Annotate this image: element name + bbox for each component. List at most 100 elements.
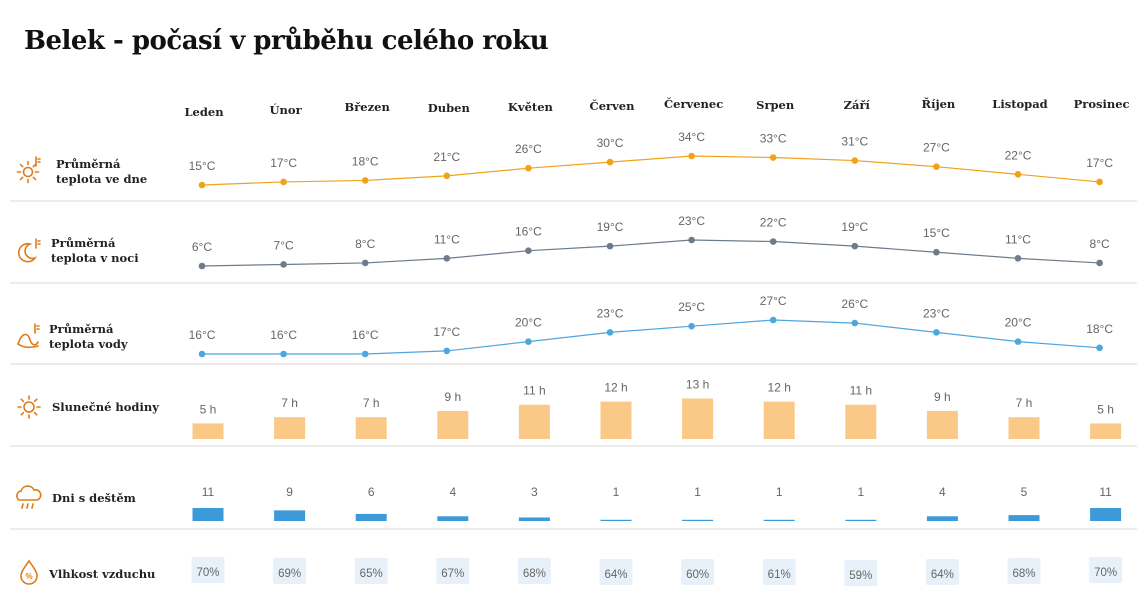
day-temp-value-label: 22°C (1005, 148, 1032, 162)
month-label: Duben (428, 101, 471, 115)
day-temp-line (201, 155, 1100, 186)
water-temp-value-label: 27°C (760, 294, 787, 308)
rain-drop (31, 503, 34, 509)
page-title: Belek - počasí v průběhu celého roku (24, 26, 549, 56)
day-temp-point (606, 158, 614, 166)
sun-hours-value-label: 11 h (523, 384, 545, 398)
row-icons: % (16, 156, 42, 585)
water-temp-point (198, 350, 206, 358)
humidity-box (436, 558, 470, 584)
month-label: Říjen (922, 97, 956, 111)
water-temp-point (933, 329, 940, 336)
rain-days-bar (1008, 515, 1040, 521)
humidity-box (354, 558, 388, 584)
day-temp-point (525, 164, 532, 172)
rain-days-bar (845, 519, 877, 521)
rain-days-value-label: 11 (1099, 485, 1112, 499)
humidity-value-label: 69% (278, 568, 301, 580)
humidity-value-label: 70% (196, 567, 219, 579)
night-temp-value-label: 16°C (515, 225, 542, 239)
rain-days-value-label: 3 (531, 485, 538, 499)
day-temp-value-label: 26°C (515, 142, 542, 156)
day-temp-value-label: 27°C (923, 141, 950, 155)
water-temp-point (280, 350, 287, 358)
month-label: Leden (184, 105, 224, 119)
night-temp-point (1014, 255, 1022, 262)
row-label-night: teplota v noci (51, 251, 139, 265)
humidity-box (273, 558, 307, 584)
water-temp-point (1014, 338, 1022, 345)
water-temp-value-label: 25°C (678, 300, 705, 314)
month-label: Březen (345, 100, 391, 114)
rain-days-value-label: 1 (613, 485, 620, 499)
day-temp-value-label: 15°C (189, 159, 216, 173)
sun-hours-bar (355, 417, 387, 439)
day-temp-point (443, 172, 451, 180)
night-temp-value-label: 19°C (841, 220, 868, 234)
water-temp-value-label: 26°C (841, 297, 868, 311)
day-temp-value-label: 34°C (678, 130, 705, 144)
humidity-value-label: 64% (931, 569, 954, 581)
drop-shape (20, 559, 38, 585)
row-label-day: teplota ve dne (56, 172, 147, 186)
day-temp-point (1014, 171, 1022, 178)
rain-days-bar (763, 519, 795, 521)
cloud-shape (16, 485, 42, 501)
percent-glyph: % (25, 572, 32, 581)
water-temp-point (361, 350, 369, 358)
rain-days-bar (600, 519, 632, 521)
day-temp-point (280, 178, 287, 186)
night-temp-point (851, 242, 859, 250)
night-temp-value-label: 15°C (923, 226, 950, 240)
humidity-value-label: 61% (768, 569, 791, 581)
rain-days-bar (1090, 508, 1122, 521)
wave-shape (17, 343, 39, 349)
rain-days-bar (274, 510, 306, 521)
night-temp-value-label: 19°C (597, 220, 624, 234)
humidity-value-label: 65% (360, 568, 383, 580)
water-temp-value-label: 20°C (515, 316, 542, 330)
humidity-box (517, 558, 551, 584)
night-temp-value-label: 7°C (274, 238, 294, 252)
water-temp-point (1096, 344, 1103, 352)
sun-hours-bar (845, 404, 877, 439)
row-label-sun: Slunečné hodiny (52, 400, 159, 414)
humidity-value-label: 60% (686, 569, 709, 581)
rain-days-bar (682, 519, 714, 521)
rain-days-bar (926, 516, 958, 521)
day-temp-point (769, 154, 777, 161)
sun-hours-bar (274, 417, 306, 439)
humidity-box (681, 559, 715, 585)
water-temp-point (606, 329, 614, 336)
day-temp-value-label: 17°C (1086, 156, 1113, 170)
rain-days-value-label: 4 (449, 485, 456, 499)
sun-hours-value-label: 11 h (850, 384, 872, 398)
sun-thermometer-icon (16, 156, 41, 184)
day-temp-point (198, 181, 206, 189)
humidity-box (599, 559, 633, 585)
night-temp-value-label: 23°C (678, 214, 705, 228)
water-temp-value-label: 16°C (189, 328, 216, 342)
sun-hours-value-label: 12 h (604, 381, 627, 395)
rain-days-value-label: 9 (286, 485, 293, 499)
water-temp-point (851, 319, 859, 327)
night-temp-value-label: 11°C (434, 232, 460, 246)
moon-thermometer-icon (17, 238, 41, 263)
sun-hours-bar (682, 398, 714, 439)
day-temp-point (688, 152, 695, 160)
rain-days-bar (437, 516, 469, 521)
day-temp-point (1096, 178, 1103, 186)
sun-hours-value-label: 9 h (444, 390, 461, 404)
water-temp-value-label: 23°C (923, 306, 950, 320)
day-temp-point (933, 163, 940, 170)
humidity-box (1007, 558, 1041, 584)
sun-disc (23, 401, 35, 413)
row-dividers (10, 200, 1137, 530)
sun-ray (20, 398, 25, 403)
sun-ray (33, 398, 38, 403)
rain-days-value-label: 1 (694, 485, 701, 499)
wave-thermometer-icon (17, 323, 40, 349)
day-temp-value-label: 31°C (841, 135, 868, 149)
sun-hours-value-label: 9 h (934, 390, 951, 404)
rain-days-bar (518, 517, 550, 521)
